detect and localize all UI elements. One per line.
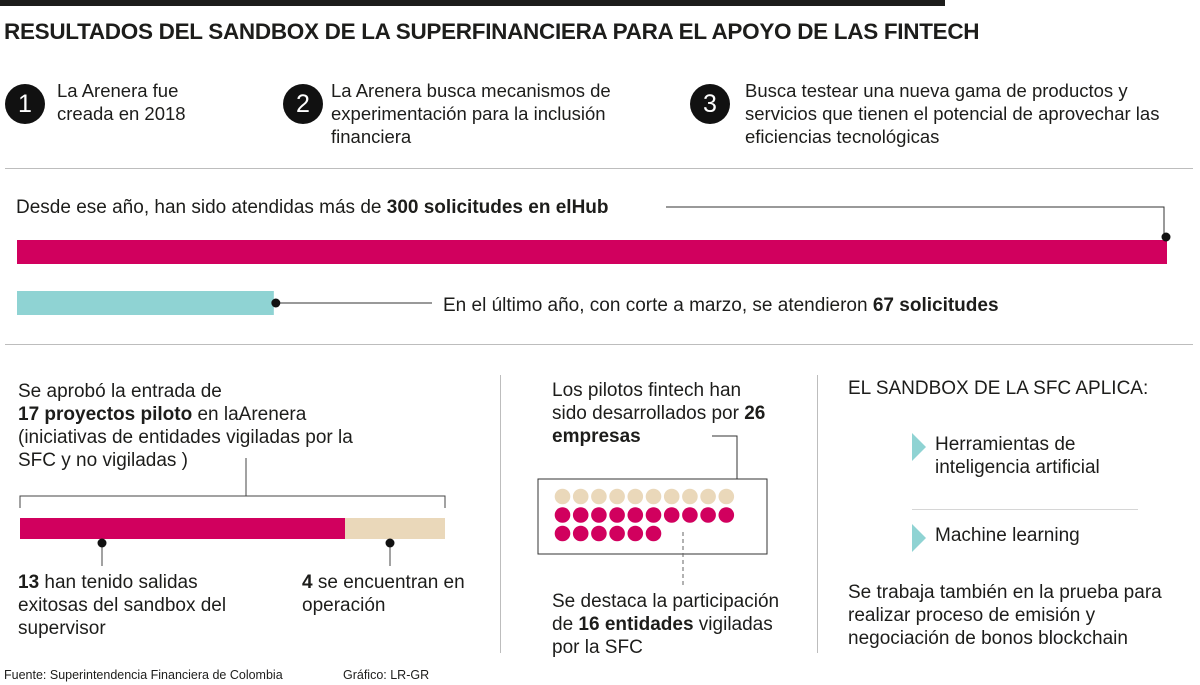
dot-company: [609, 488, 625, 505]
dot-company: [572, 488, 589, 505]
dot-company: [663, 488, 680, 505]
pilots-bracket: [19, 495, 446, 508]
entities-note: Se destaca la participación de 16 entida…: [552, 591, 780, 658]
dot-company: [718, 488, 735, 505]
step-3-number: 3: [690, 84, 730, 124]
dots-frame: [537, 478, 768, 555]
top-rule: [0, 0, 945, 6]
source-note: Fuente: Superintendencia Financiera de C…: [4, 668, 283, 682]
step-1-number: 1: [5, 84, 45, 124]
pilots-intro-line-2: 17 proyectos piloto en laArenera: [18, 404, 307, 425]
applies-heading: EL SANDBOX DE LA SFC APLICA:: [848, 378, 1149, 399]
bar-last-year-requests: [17, 291, 274, 315]
dot-supervised-entity: [682, 507, 698, 523]
dot-supervised-entity: [663, 507, 680, 523]
dot-company: [554, 488, 571, 505]
marker-exited: [97, 538, 107, 548]
dot-company: [682, 488, 698, 505]
arrow-icon: [912, 524, 926, 552]
dot-supervised-entity: [572, 507, 589, 523]
bar-pilots-exited: [20, 518, 345, 539]
dot-supervised-entity: [554, 525, 571, 542]
last-year-requests-label: En el último año, con corte a marzo, se …: [443, 295, 999, 316]
marker-last-year: [271, 298, 281, 308]
applies-item-ai: Herramientas de inteligencia artificial: [935, 434, 1100, 478]
dot-supervised-entity: [718, 507, 735, 523]
dot-company: [627, 488, 644, 505]
step-1-text: La Arenera fue creada en 2018: [57, 80, 186, 124]
dot-supervised-entity: [700, 507, 716, 523]
pilots-intro-line-1: Se aprobó la entrada de: [18, 381, 222, 402]
dot-supervised-entity: [609, 525, 625, 542]
dot-supervised-entity: [645, 507, 662, 523]
pilots-intro-rest: (iniciativas de entidades vigiladas por …: [18, 427, 353, 471]
bar-pilots-operating: [345, 518, 445, 539]
pilots-operating-label: 4 se encuentran en operación: [302, 572, 465, 616]
dot-supervised-entity: [591, 525, 607, 542]
divider-top: [5, 168, 1193, 169]
graphic-credit: Gráfico: LR-GR: [343, 668, 430, 682]
step-3-text: Busca testear una nueva gama de producto…: [745, 80, 1160, 147]
pilots-exited-label: 13 han tenido salidas exitosas del sandb…: [18, 572, 227, 639]
dot-company: [700, 488, 716, 505]
total-requests-label: Desde ese año, han sido atendidas más de…: [16, 197, 609, 218]
dot-supervised-entity: [627, 525, 644, 542]
dot-company: [591, 488, 607, 505]
dot-supervised-entity: [554, 507, 571, 523]
dot-supervised-entity: [627, 507, 644, 523]
applies-item-divider: [912, 509, 1138, 510]
dot-supervised-entity: [591, 507, 607, 523]
step-2-text: La Arenera busca mecanismos de experimen…: [331, 80, 611, 147]
applies-note: Se trabaja también en la prueba para rea…: [848, 582, 1162, 649]
dot-supervised-entity: [645, 525, 662, 542]
marker-total: [1161, 232, 1171, 242]
column-divider-2: [817, 375, 818, 653]
dot-company: [645, 488, 662, 505]
divider-middle: [5, 344, 1193, 345]
page-title: RESULTADOS DEL SANDBOX DE LA SUPERFINANC…: [4, 19, 980, 44]
step-2-number: 2: [283, 84, 323, 124]
marker-operating: [385, 538, 395, 548]
leader-total: [666, 206, 1165, 236]
applies-item-ml: Machine learning: [935, 525, 1080, 546]
companies-leader: [712, 435, 738, 479]
companies-label: Los pilotos fintech han sido desarrollad…: [552, 380, 766, 447]
arrow-icon: [912, 433, 926, 461]
bar-total-requests: [17, 240, 1167, 264]
column-divider-1: [500, 375, 501, 653]
dot-supervised-entity: [609, 507, 625, 523]
dot-supervised-entity: [572, 525, 589, 542]
